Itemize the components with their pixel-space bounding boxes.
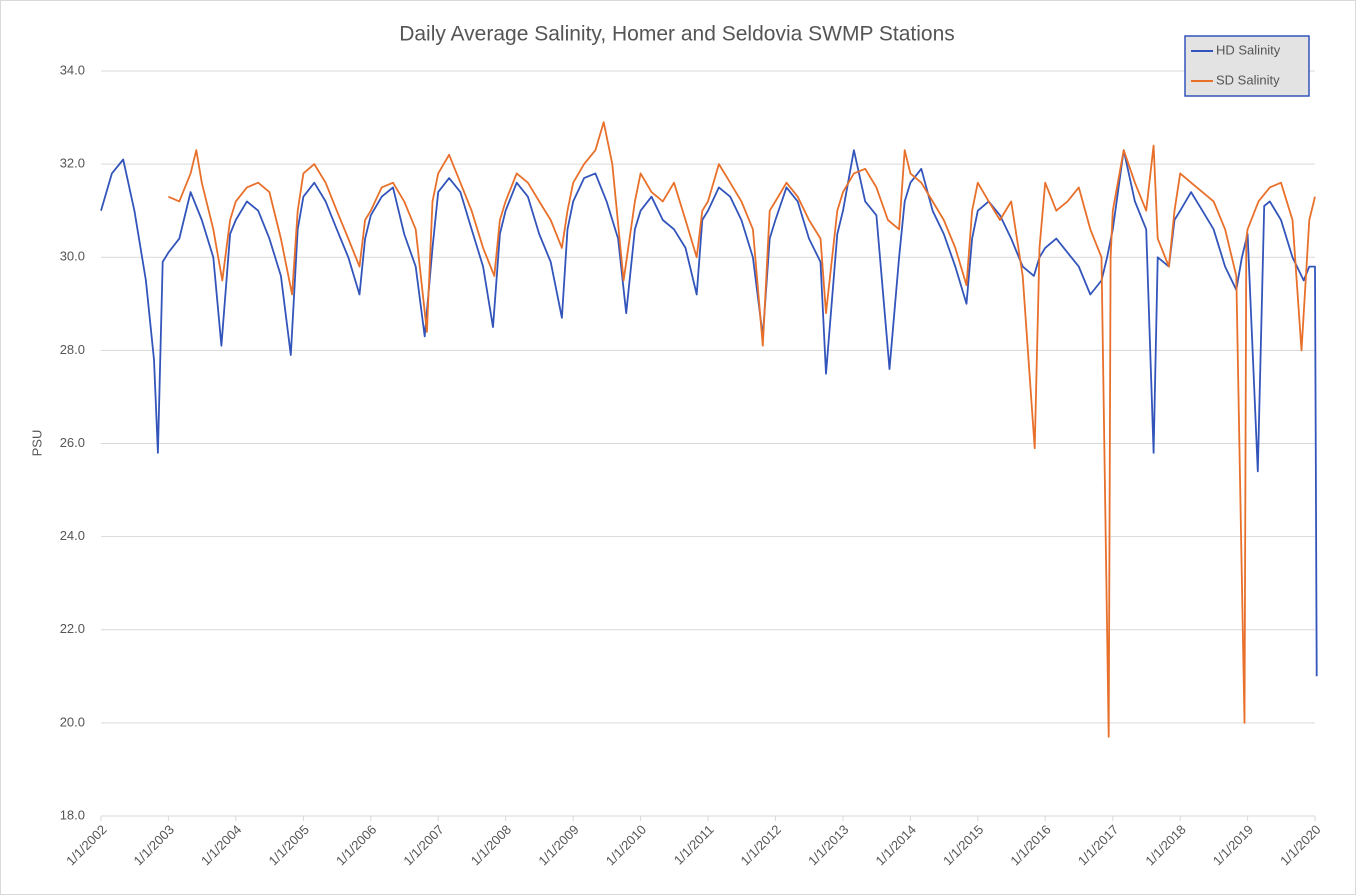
y-tick-label: 30.0 <box>60 249 85 264</box>
legend-label: SD Salinity <box>1216 72 1280 87</box>
series-line <box>168 121 1316 738</box>
y-tick-label: 22.0 <box>60 621 85 636</box>
legend-label: HD Salinity <box>1216 42 1281 57</box>
y-axis-label: PSU <box>29 430 44 457</box>
chart-title: Daily Average Salinity, Homer and Seldov… <box>399 23 955 46</box>
y-tick-label: 26.0 <box>60 435 85 450</box>
y-tick-label: 28.0 <box>60 342 85 357</box>
y-tick-label: 18.0 <box>60 807 85 822</box>
series-line <box>100 149 1318 677</box>
y-tick-label: 34.0 <box>60 62 85 77</box>
y-tick-label: 24.0 <box>60 528 85 543</box>
legend-box <box>1184 35 1310 97</box>
y-tick-label: 20.0 <box>60 714 85 729</box>
y-tick-label: 32.0 <box>60 156 85 171</box>
